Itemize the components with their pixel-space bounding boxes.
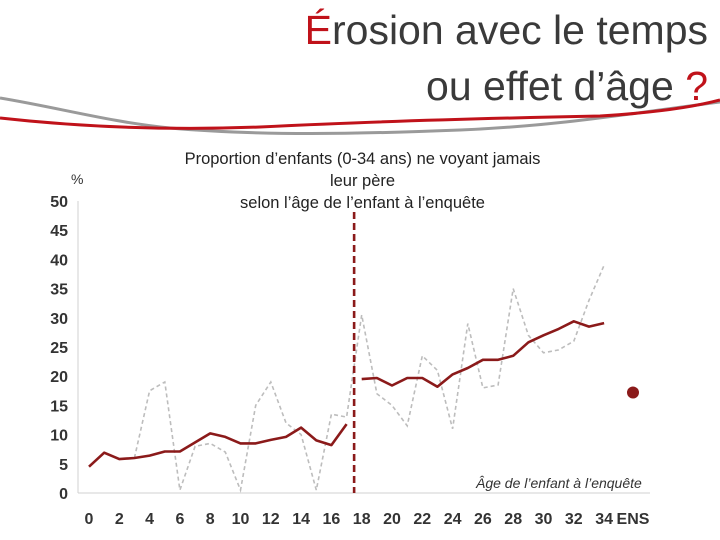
chart-title-line-1: Proportion d’enfants (0-34 ans) ne voyan… — [184, 150, 541, 168]
series-main-line-young — [88, 423, 348, 468]
x-tick-label: 12 — [262, 511, 280, 528]
x-tick-label: 34 — [595, 511, 613, 528]
x-tick-label: 28 — [504, 511, 522, 528]
title-line-2: ou effet d’âge ? — [305, 58, 708, 114]
x-tick-label: 30 — [535, 511, 553, 528]
y-tick-label: 15 — [50, 398, 68, 415]
swoosh-gray-line — [0, 96, 720, 135]
x-tick-label: 14 — [292, 511, 310, 528]
swoosh-red-line — [0, 98, 720, 130]
ens-data-point — [627, 386, 639, 399]
y-tick-label: 30 — [50, 311, 68, 328]
series-main-line-adult — [361, 319, 605, 389]
title-question-mark: ? — [685, 63, 708, 109]
slide-title: Érosion avec le temps ou effet d’âge ? — [305, 2, 708, 114]
y-axis-unit-label: % — [71, 171, 84, 187]
y-tick-label: 25 — [50, 340, 68, 357]
y-tick-label: 35 — [50, 282, 68, 299]
x-tick-label: 26 — [474, 511, 492, 528]
y-tick-label: 5 — [59, 457, 68, 474]
x-tick-label: 18 — [353, 511, 371, 528]
x-tick-label: 22 — [413, 511, 431, 528]
x-tick-label: 2 — [115, 511, 124, 528]
x-tick-label: 0 — [85, 511, 94, 528]
x-tick-label: 10 — [232, 511, 250, 528]
y-tick-label: 40 — [50, 252, 68, 269]
y-tick-label: 20 — [50, 369, 68, 386]
x-tick-label: 6 — [175, 511, 184, 528]
y-tick-label: 45 — [50, 223, 68, 240]
chart-title: Proportion d’enfants (0-34 ans) ne voyan… — [130, 148, 595, 214]
x-tick-label: 16 — [323, 511, 341, 528]
x-tick-label: 24 — [444, 511, 462, 528]
series-dashed-line — [133, 264, 605, 493]
chart-title-line-3: selon l’âge de l’enfant à l’enquête — [240, 194, 485, 212]
x-tick-label: 20 — [383, 511, 401, 528]
x-tick-label: 32 — [565, 511, 583, 528]
x-tick-label: ENS — [617, 511, 650, 528]
chart-title-line-2: leur père — [329, 172, 396, 190]
title-first-letter: É — [304, 7, 332, 53]
y-tick-label: 50 — [50, 194, 68, 211]
y-tick-label: 10 — [50, 428, 68, 445]
y-tick-label: 0 — [59, 486, 68, 503]
title-line-2-text: ou effet d’âge — [426, 63, 686, 109]
x-tick-label: 4 — [145, 511, 154, 528]
x-axis-label: Âge de l’enfant à l’enquête — [476, 475, 642, 491]
title-line-1-rest: rosion avec le temps — [331, 7, 708, 53]
title-line-1: Érosion avec le temps — [305, 2, 708, 58]
title-swoosh-decoration — [0, 96, 720, 135]
x-tick-label: 8 — [206, 511, 215, 528]
